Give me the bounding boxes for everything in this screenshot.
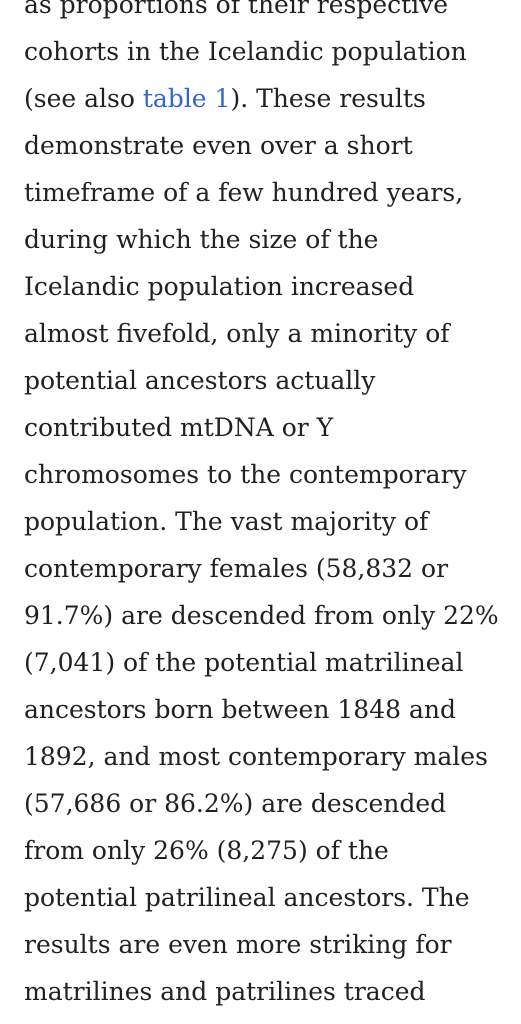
text-line: ancestors born between 1848 and xyxy=(24,695,456,724)
table-1-link[interactable]: table 1 xyxy=(142,84,231,113)
text-line: contributed mtDNA or Y xyxy=(24,413,334,442)
text-line: population. The vast majority of xyxy=(24,507,429,536)
text-line: (57,686 or 86.2%) are descended xyxy=(24,789,447,818)
text-line: 1892, and most contemporary males xyxy=(24,742,488,771)
text-line: cohorts in the Icelandic population xyxy=(24,37,467,66)
text-line: 91.7%) are descended from only 22% xyxy=(24,601,499,630)
text-fragment: (see also xyxy=(24,84,143,113)
text-line: during which the size of the xyxy=(24,225,379,254)
article-body: as proportions of their respective cohor… xyxy=(24,0,514,1015)
text-line: results are even more striking for xyxy=(24,930,452,959)
text-line: potential ancestors actually xyxy=(24,366,376,395)
text-line: timeframe of a few hundred years, xyxy=(24,178,464,207)
text-line: contemporary females (58,832 or xyxy=(24,554,449,583)
text-line: matrilines and patrilines traced xyxy=(24,977,426,1006)
text-line: Icelandic population increased xyxy=(24,272,415,301)
text-line: potential patrilineal ancestors. The xyxy=(24,883,470,912)
text-line: almost fivefold, only a minority of xyxy=(24,319,450,348)
text-fragment: ). These results xyxy=(230,84,426,113)
text-line: chromosomes to the contemporary xyxy=(24,460,467,489)
text-line: from only 26% (8,275) of the xyxy=(24,836,389,865)
text-line: (see also table 1). These results xyxy=(24,75,514,122)
text-line: (7,041) of the potential matrilineal xyxy=(24,648,464,677)
text-line: as proportions of their respective xyxy=(24,0,449,19)
text-line: demonstrate even over a short xyxy=(24,131,413,160)
